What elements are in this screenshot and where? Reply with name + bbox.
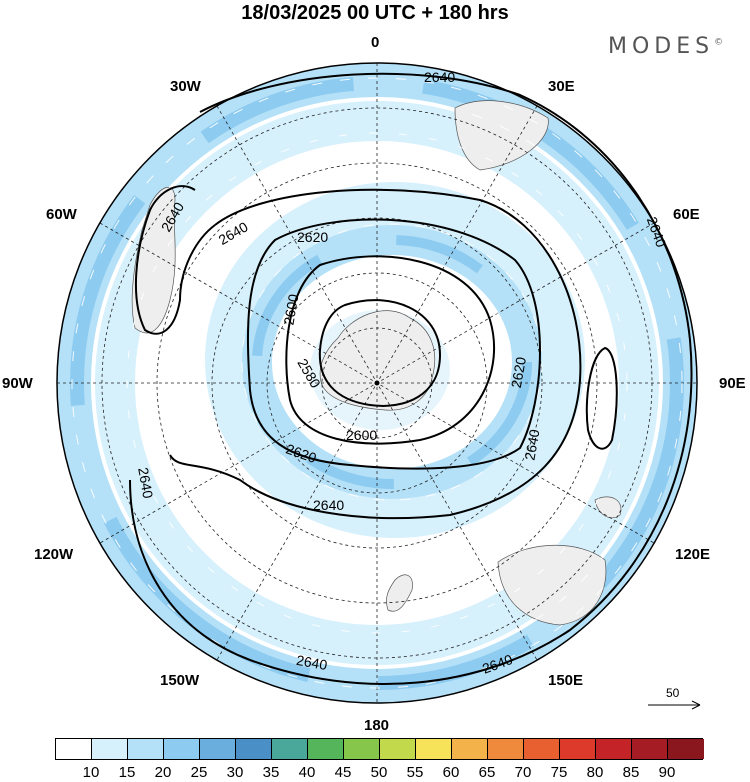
colorbar-tick-label: 55 [406,764,424,781]
colorbar-segment [164,739,200,759]
lon-label-120w: 120W [34,546,74,563]
colorbar [55,738,704,760]
contour-2580 [318,299,442,407]
colorbar-tick-label: 30 [226,764,244,781]
colorbar-segment [560,739,596,759]
colorbar-tick-label: 15 [118,764,136,781]
colorbar-tick-label: 75 [550,764,568,781]
colorbar-segment [272,739,308,759]
colorbar-segment [416,739,452,759]
contour-label-2600a: 2600 [280,293,301,327]
colorbar-segment [596,739,632,759]
lon-label-150e: 150E [548,672,584,689]
land-masses [131,100,622,626]
contour-2640-inner [169,188,582,520]
colorbar-segment [380,739,416,759]
colorbar-segment [488,739,524,759]
lon-label-180: 180 [364,717,390,734]
colorbar-segment [668,739,704,759]
colorbar-tick-label: 80 [586,764,604,781]
map-border [56,62,698,704]
colorbar-segment [56,739,92,759]
contour-label-2640a: 2640 [424,69,455,85]
map-title: 18/03/2025 00 UTC + 180 hrs [241,2,509,24]
colorbar-tick-label: 45 [334,764,352,781]
colorbar-segment [200,739,236,759]
lon-label-90e: 90E [719,375,746,392]
colorbar-tick-label: 60 [442,764,460,781]
colorbar-tick-label: 40 [298,764,316,781]
lon-label-90w: 90W [2,375,33,392]
new-zealand-landmass [386,574,413,612]
lon-label-60w: 60W [46,206,77,223]
contour-2640-outer [129,72,693,685]
colorbar-segment [236,739,272,759]
colorbar-tick-label: 20 [154,764,172,781]
colorbar-segment [92,739,128,759]
contour-2640-east-cell [585,346,618,450]
colorbar-tick-label: 90 [658,764,676,781]
colorbar-tick-label: 35 [262,764,280,781]
contour-label-2640g: 2640 [135,466,156,500]
colorbar-segment [308,739,344,759]
colorbar-tick-label: 25 [190,764,208,781]
lon-label-150w: 150W [160,672,200,689]
pole-marker [374,380,380,386]
colorbar-segment [344,739,380,759]
contour-label-2640h: 2640 [295,652,329,673]
modes-logo: MODES© [608,34,724,59]
contour-2640-west [134,185,216,335]
reference-vector-arrow [648,700,701,710]
colorbar-tick-label: 70 [514,764,532,781]
africa-landmass [454,100,549,171]
australia-landmass [497,544,607,626]
colorbar-segment [452,739,488,759]
colorbar-tick-label: 65 [478,764,496,781]
contour-label-2640f: 2640 [313,497,344,513]
lon-label-30w: 30W [170,78,201,95]
contour-2620 [246,218,541,470]
colorbar-tick-label: 85 [622,764,640,781]
contour-label-2620a: 2620 [297,229,328,245]
colorbar-tick-label: 50 [370,764,388,781]
colorbar-segment [632,739,668,759]
lon-label-60e: 60E [673,206,700,223]
contour-2600 [285,255,495,445]
lon-label-0: 0 [371,34,380,51]
reference-vector-label: 50 [666,686,680,700]
colorbar-segment [524,739,560,759]
tasmania-landmass [594,496,622,519]
lon-label-120e: 120E [675,546,711,563]
lon-label-30e: 30E [548,78,575,95]
colorbar-tick-label: 10 [82,764,100,781]
contour-label-2640e: 2640 [521,428,542,462]
contour-label-2600b: 2600 [346,427,377,443]
height-contours [129,72,693,685]
colorbar-segment [128,739,164,759]
contour-label-2620c: 2620 [508,355,529,389]
